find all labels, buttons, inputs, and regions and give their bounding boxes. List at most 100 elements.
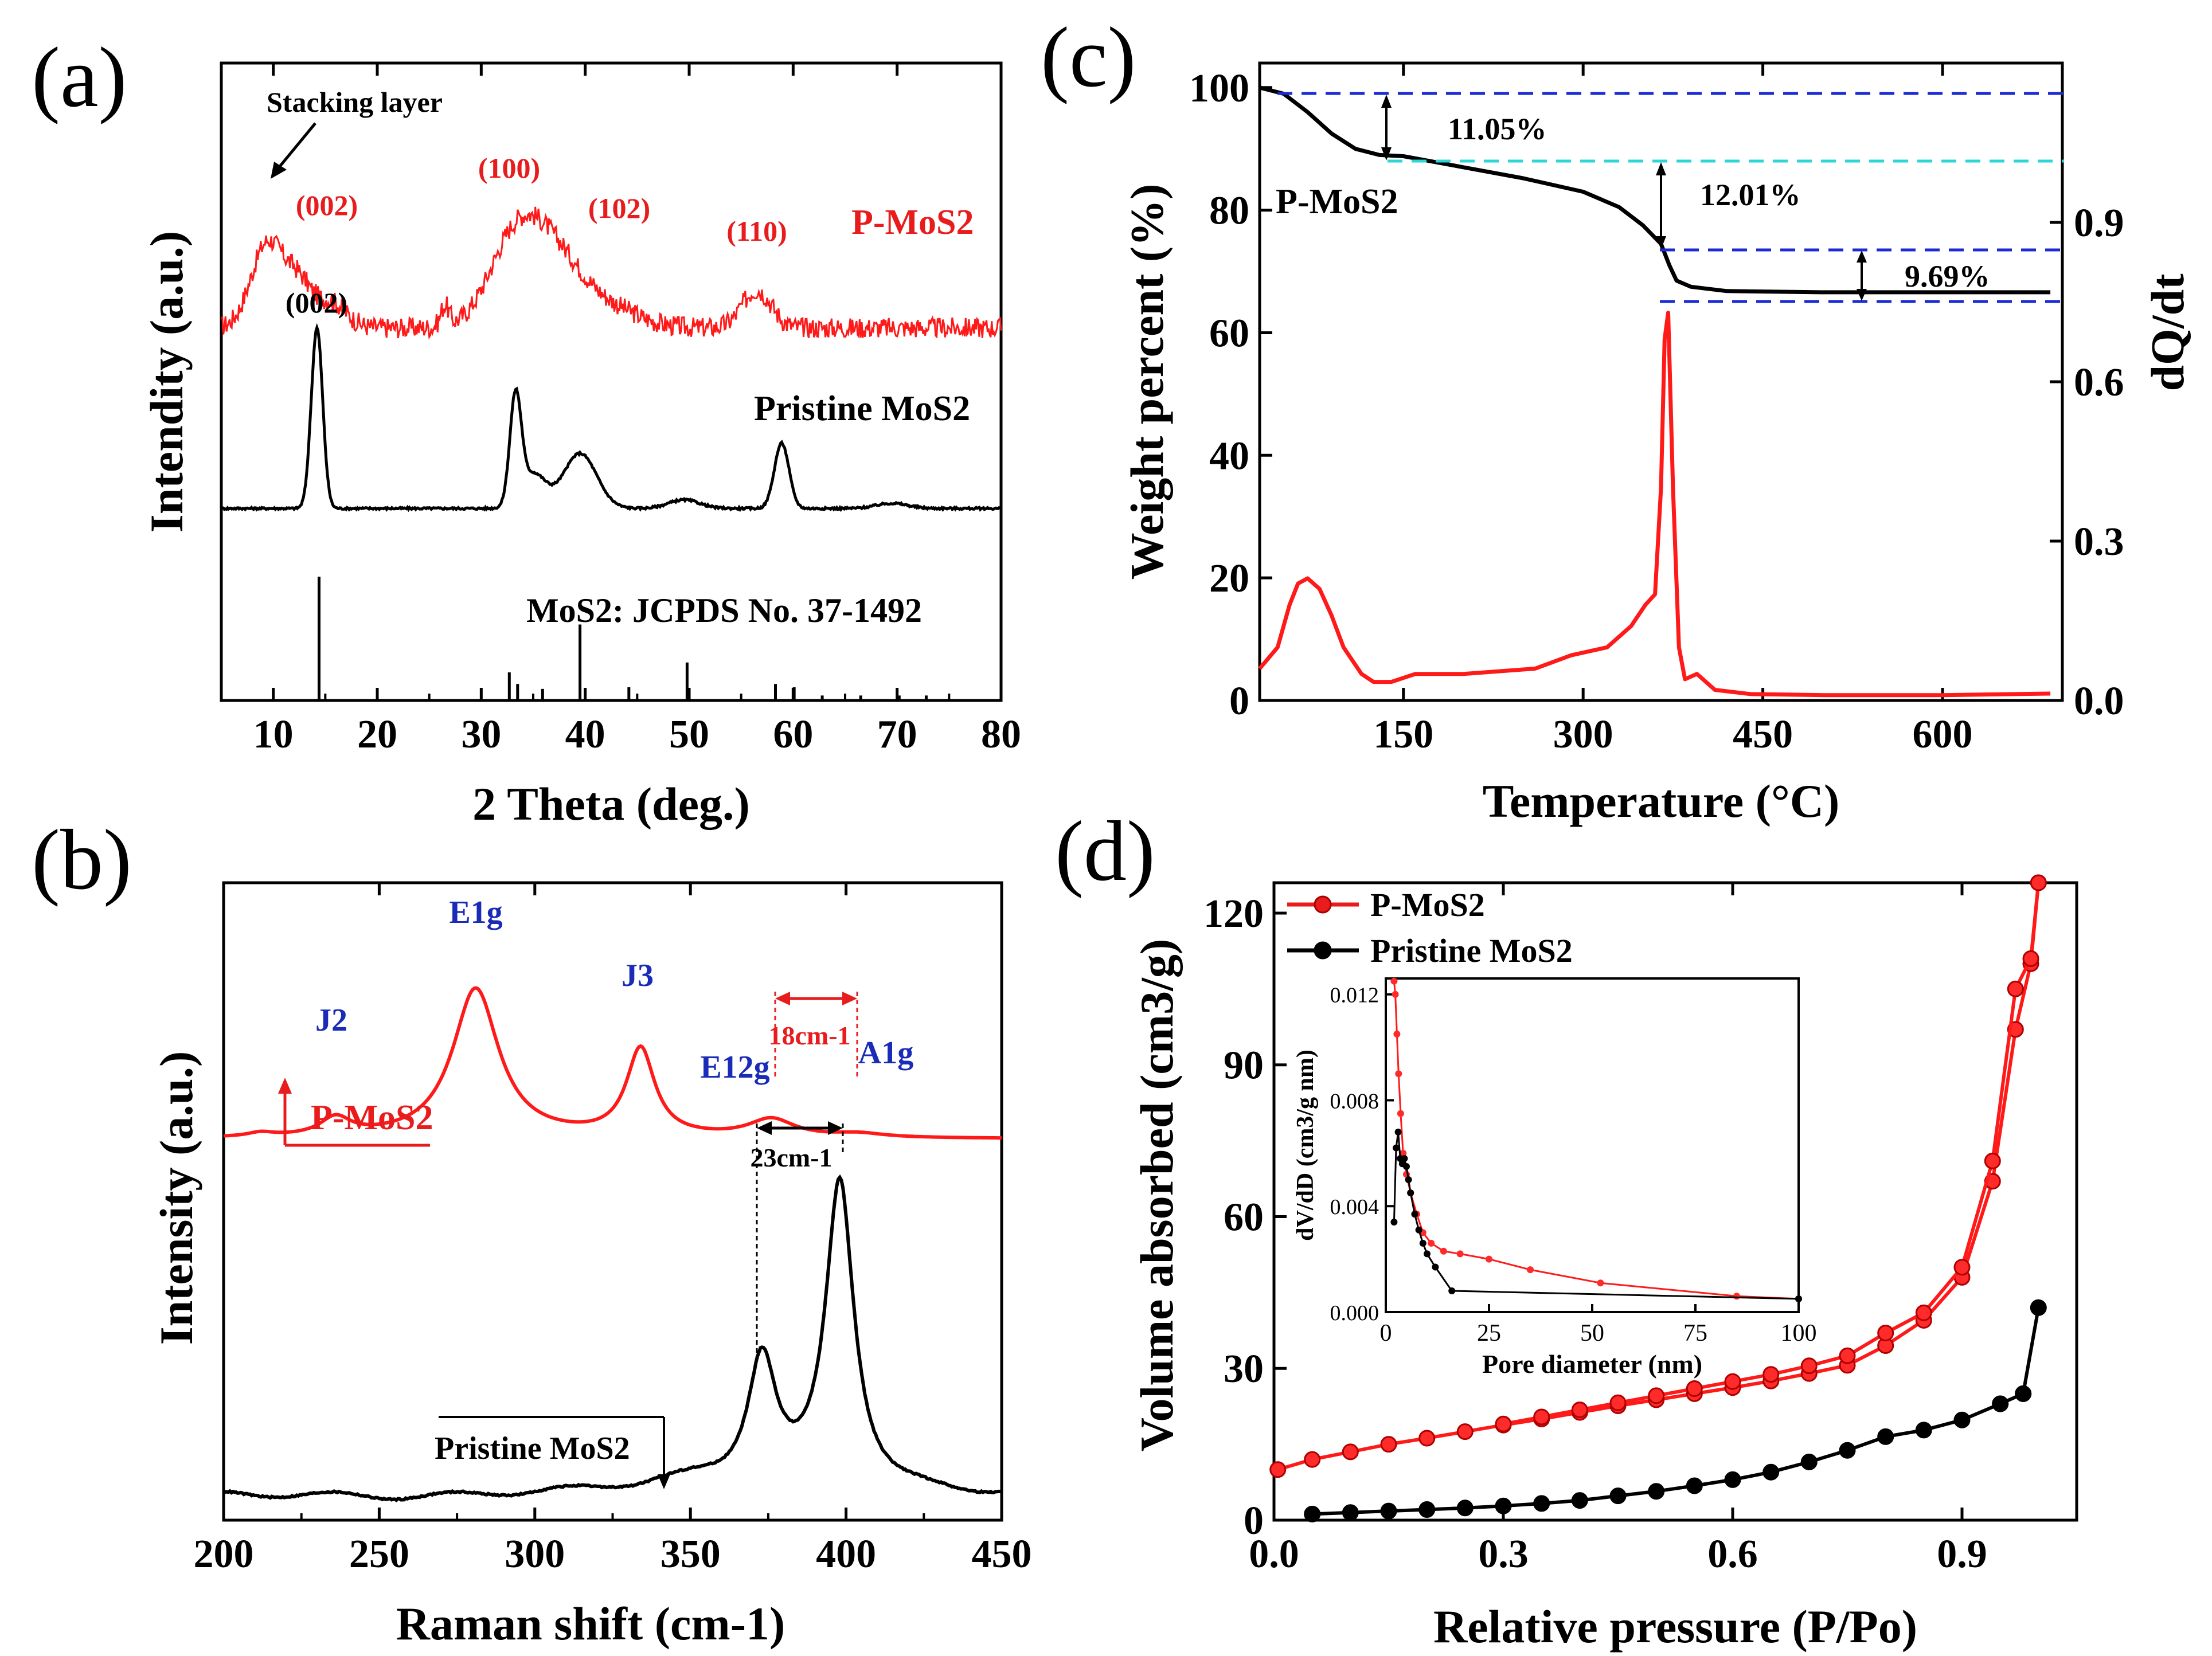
legend-p-mos2-d: P-MoS2 [1370,886,1485,923]
d-series-point [1953,1259,1971,1276]
c-ytick-label: 20 [1209,557,1249,601]
stacking-arrow [274,122,316,173]
panel-b-x-axis: 200 250 300 350 400 450 [194,883,1032,1576]
inset-ytick-label: 0.008 [1330,1089,1379,1113]
red-peak-002: (002) [296,189,358,221]
inset-series-point [1405,1176,1412,1183]
c-y2tick-label: 0.0 [2074,679,2124,723]
inset-series-point [1440,1247,1447,1255]
legend-p-mos2-a: P-MoS2 [851,203,974,242]
d-series-point [1533,1495,1550,1512]
d-ytick-label: 60 [1224,1195,1264,1239]
panel-a-label: (a) [32,30,127,125]
inset-series-point [1733,1293,1740,1300]
a-xtick-label: 50 [669,712,709,757]
inset-series-point [1394,1128,1402,1136]
panel-b-frame [222,881,1003,1522]
stacking-layer-label: Stacking layer [267,86,443,118]
panel-d-x-label: Relative pressure (P/Po) [1433,1600,1917,1653]
d-series-point [1418,1501,1436,1518]
step1-label: 11.05% [1448,112,1547,146]
panel-a-curves [220,206,1002,512]
legend-pristine-b: Pristine MoS2 [435,1431,630,1466]
legend-p-mos2-d-marker [1314,895,1332,914]
a-series-p-mos2 [221,206,1002,340]
d-series-point [1800,1454,1818,1470]
inset-series-point [1432,1263,1439,1271]
a-xtick-label: 20 [357,712,397,757]
inset-ytick-label: 0.004 [1330,1195,1379,1219]
d-series-point [1724,1373,1741,1390]
shift-red-arrow-head-left [775,992,790,1005]
d-series-point [1342,1504,1359,1521]
inset-series-point [1392,991,1399,998]
d-xtick-label: 0.6 [1707,1532,1758,1576]
inset-series-point [1597,1279,1604,1287]
d-series-point [1724,1471,1741,1488]
d-series-point [1533,1408,1550,1426]
red-peak-100: (100) [478,152,540,184]
inset-series-point [1486,1255,1492,1263]
b-xtick-label: 300 [505,1532,565,1576]
c-y2tick-label: 0.6 [2074,361,2124,405]
inset-y-label: dV/dD (cm3/g nm) [1292,1050,1319,1241]
b-xtick-label: 200 [194,1532,254,1576]
d-series-point [1839,1442,1856,1459]
d-series-point [2007,980,2024,997]
d-series-point [1304,1451,1321,1468]
c-ytick-label: 0 [1229,679,1249,723]
inset-series-point [1400,1149,1407,1157]
a-xtick-label: 30 [461,712,501,757]
inset-series-point [1419,1239,1427,1247]
step2-arrow-top [1656,162,1666,175]
inset-series-point [1456,1250,1464,1258]
inset-series-point [1397,1110,1404,1117]
step1-arrow-bottom [1381,147,1392,160]
raman-e1g: E1g [449,895,502,930]
d-ytick-label: 30 [1224,1347,1264,1391]
b-series-pristine [222,1174,1002,1502]
panel-a-frame [220,61,1003,702]
d-xtick-label: 0.9 [1937,1532,1987,1576]
d-series-point [1495,1497,1512,1514]
shift-black-arrow-head-right [828,1121,843,1135]
d-series-point [1495,1415,1512,1432]
d-series-point [2022,950,2039,967]
d-series-point [1992,1395,2009,1412]
panel-d: (d) 0.0 0.3 0.6 0.9 0 30 60 90 120 Relative pres… [1055,804,2078,1653]
inset-series-point [1393,1031,1401,1038]
inset-series-point [1795,1295,1802,1302]
inset-series-point [1411,1211,1418,1218]
panel-c: (c) 150 300 450 600 0 20 40 60 80 100 0.0 0.3 0.6 0.9… [1041,10,2194,827]
c-dtg-curve [1258,311,2051,698]
d-series-line [1312,1307,2041,1516]
panel-d-axes: 0.0 0.3 0.6 0.9 0 30 60 90 120 [1203,883,1987,1576]
shift-red-label: 18cm-1 [768,1021,850,1050]
d-series-point [1839,1347,1856,1364]
d-series-point [2030,874,2047,891]
d-series-point [1877,1428,1894,1445]
panel-d-y-label: Volume absorbed (cm3/g) [1131,939,1183,1451]
legend-pristine-d: Pristine MoS2 [1370,932,1573,969]
inset-ytick-label: 0.000 [1330,1301,1379,1325]
raman-j3: J3 [622,958,654,993]
panel-a-x-label: 2 Theta (deg.) [472,778,750,830]
d-series-point [1609,1394,1627,1411]
d-series-point [1342,1443,1359,1461]
d-series-point [1648,1387,1665,1404]
a-xtick-label: 60 [773,712,813,757]
inset-series-line [1393,981,1799,1300]
d-series-point [2015,1385,2032,1402]
d-series-point [2030,1299,2047,1316]
inset-axes: 0 25 50 75 100 0.000 0.004 0.008 0.012 [1330,984,1817,1346]
sample-label-c: P-MoS2 [1276,182,1398,221]
inset-ytick-label: 0.012 [1330,984,1379,1008]
d-series-point [1571,1401,1588,1419]
d-series-point [1418,1430,1436,1447]
panel-c-y-label: Weight percent (%) [1121,184,1173,580]
d-series-point [1609,1487,1627,1505]
stacking-arrow-head [271,162,287,179]
inset-series-point [1424,1250,1431,1258]
raman-j2: J2 [315,1003,347,1038]
